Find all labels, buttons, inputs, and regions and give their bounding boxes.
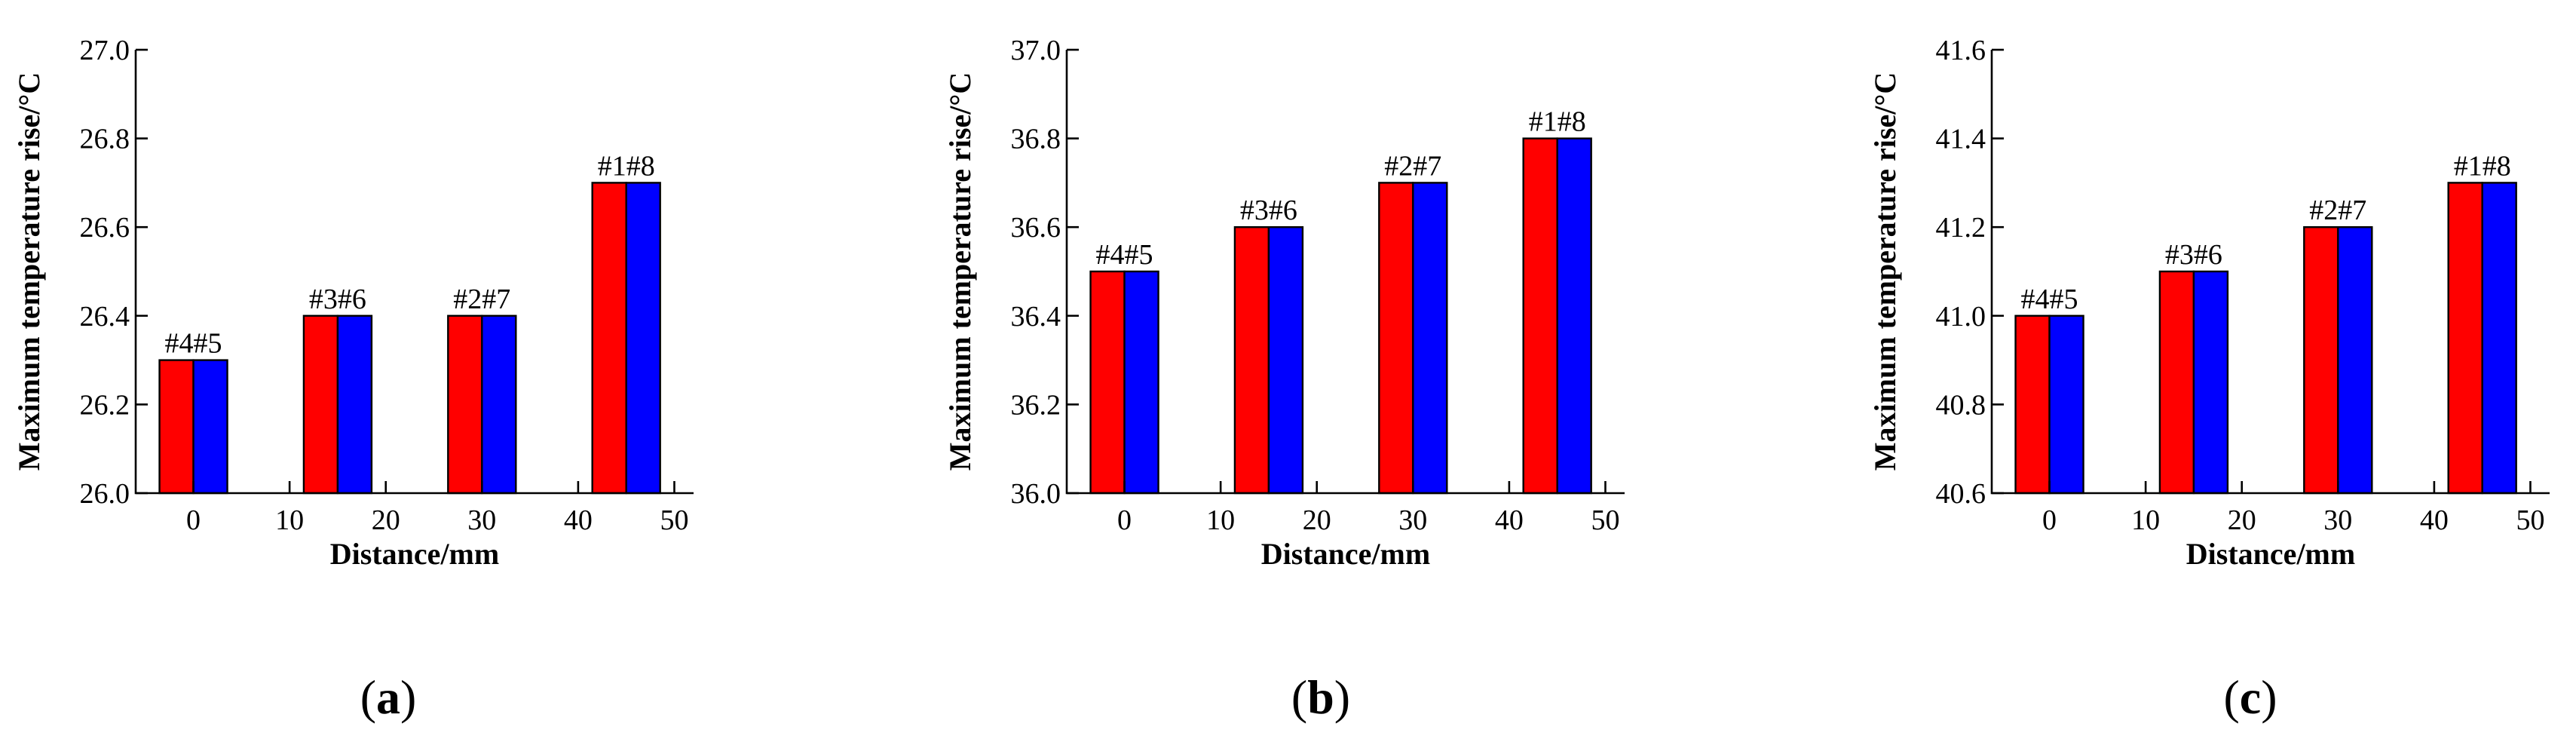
panel-c: #4#5 #3#6 #2#7 #1#8 40.6 40.8 41.0 41.2 41.4 41.6… — [1868, 35, 2550, 724]
y-tick-label: 26.2 — [80, 389, 130, 421]
bar-18-series-2 — [2481, 182, 2517, 495]
bar-27-series-1 — [1378, 182, 1414, 495]
x-tick-label: 10 — [1206, 504, 1235, 536]
bar-45-series-2 — [2048, 314, 2084, 495]
bar-27-series-2 — [1412, 182, 1448, 495]
bar-45-series-1 — [158, 359, 195, 495]
y-tick-label: 41.6 — [1936, 35, 1986, 66]
y-tick-label: 41.0 — [1936, 301, 1986, 333]
y-tick-label: 26.6 — [80, 212, 130, 244]
x-tick-label: 0 — [1117, 504, 1132, 536]
x-tick-label: 50 — [660, 504, 688, 536]
caption-letter: c — [2240, 670, 2261, 724]
y-tick-label: 36.8 — [1011, 124, 1061, 155]
bar-18-series-1 — [2447, 182, 2483, 495]
bar-18-series-2 — [1556, 137, 1592, 495]
bar-45-series-2 — [1123, 270, 1159, 495]
panel-caption: (a) — [360, 670, 417, 724]
y-axis-title: Maximum temperature rise/°C — [1868, 72, 1902, 471]
bar-group-label: #1#8 — [598, 150, 655, 182]
x-tick-label: 50 — [2516, 504, 2544, 536]
panel-b: #4#5 #3#6 #2#7 #1#8 36.0 36.2 36.4 36.6 36.8 37.0… — [943, 35, 1625, 724]
bar-36-series-2 — [336, 314, 373, 495]
y-tick-label: 40.6 — [1936, 478, 1986, 510]
y-tick-label: 37.0 — [1011, 35, 1061, 66]
x-tick-label: 0 — [186, 504, 201, 536]
x-tick-label: 30 — [2323, 504, 2352, 536]
y-tick-label: 26.0 — [80, 478, 130, 510]
y-tick-label: 36.2 — [1011, 389, 1061, 421]
x-axis-title: Distance/mm — [1261, 537, 1430, 571]
x-tick-label: 20 — [1303, 504, 1331, 536]
bar-group-label: #2#7 — [453, 284, 510, 315]
y-tick-label: 36.4 — [1011, 301, 1061, 333]
bar-27-series-2 — [481, 314, 517, 495]
bar-group-label: #1#8 — [1529, 106, 1586, 138]
y-tick-label: 36.6 — [1011, 212, 1061, 244]
y-tick-label: 36.0 — [1011, 478, 1061, 510]
bar-group-label: #3#6 — [309, 284, 366, 315]
x-tick-label: 10 — [275, 504, 304, 536]
bar-36-series-1 — [302, 314, 339, 495]
y-axis-title: Maximum temperature rise/°C — [943, 72, 977, 471]
panel-a: #4#5 #3#6 #2#7 #1#8 26.0 26.2 26.4 26.6 26.8 27.0… — [12, 35, 694, 724]
y-tick-label: 41.4 — [1936, 124, 1986, 155]
bar-group-label: #3#6 — [2165, 239, 2222, 271]
bar-27-series-1 — [2303, 226, 2339, 495]
panel-caption: (c) — [2223, 670, 2277, 724]
bar-group-label: #2#7 — [2309, 195, 2366, 226]
caption-close-paren: ) — [400, 670, 416, 724]
bar-group-label: #4#5 — [165, 328, 222, 360]
caption-close-paren: ) — [1334, 670, 1350, 724]
x-tick-label: 20 — [372, 504, 400, 536]
x-tick-label: 40 — [2420, 504, 2449, 536]
caption-open-paren: ( — [2223, 670, 2239, 724]
bar-group-label: #3#6 — [1240, 195, 1297, 226]
bar-group-label: #1#8 — [2454, 150, 2511, 182]
bar-18-series-2 — [625, 182, 661, 495]
y-tick-label: 27.0 — [80, 35, 130, 66]
bar-group-label: #4#5 — [2021, 284, 2078, 315]
x-tick-label: 10 — [2131, 504, 2160, 536]
y-tick-label: 40.8 — [1936, 389, 1986, 421]
bar-group-label: #4#5 — [1096, 239, 1153, 271]
y-axis-title: Maximum temperature rise/°C — [12, 72, 46, 471]
x-tick-label: 40 — [1495, 504, 1524, 536]
panel-caption: (b) — [1291, 670, 1350, 724]
x-axis-title: Distance/mm — [2186, 537, 2355, 571]
bar-27-series-2 — [2337, 226, 2373, 495]
caption-letter: a — [376, 670, 400, 724]
bar-18-series-1 — [591, 182, 627, 495]
x-axis-title: Distance/mm — [330, 537, 499, 571]
bar-18-series-1 — [1522, 137, 1558, 495]
caption-open-paren: ( — [1291, 670, 1307, 724]
bar-45-series-1 — [1089, 270, 1126, 495]
bar-45-series-2 — [192, 359, 228, 495]
bar-36-series-2 — [2192, 270, 2229, 495]
bar-27-series-1 — [447, 314, 483, 495]
bar-45-series-1 — [2014, 314, 2051, 495]
bar-group-label: #2#7 — [1384, 150, 1441, 182]
y-tick-label: 26.8 — [80, 124, 130, 155]
x-tick-label: 20 — [2228, 504, 2256, 536]
x-tick-label: 40 — [564, 504, 593, 536]
x-tick-label: 30 — [467, 504, 496, 536]
x-tick-label: 30 — [1398, 504, 1427, 536]
bar-36-series-1 — [1233, 226, 1270, 495]
y-tick-label: 26.4 — [80, 301, 130, 333]
x-tick-label: 0 — [2042, 504, 2057, 536]
caption-open-paren: ( — [360, 670, 376, 724]
y-tick-label: 41.2 — [1936, 212, 1986, 244]
caption-letter: b — [1307, 670, 1334, 724]
bar-36-series-2 — [1267, 226, 1304, 495]
bar-36-series-1 — [2158, 270, 2195, 495]
x-tick-label: 50 — [1591, 504, 1619, 536]
caption-close-paren: ) — [2261, 670, 2277, 724]
